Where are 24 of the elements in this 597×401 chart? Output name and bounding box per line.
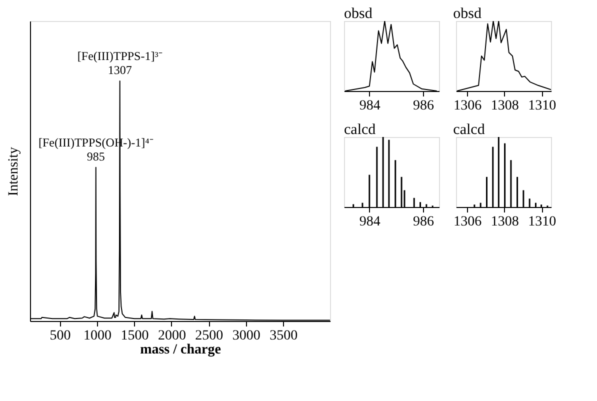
x-tick-label: 3500 bbox=[270, 328, 298, 344]
x-tick-label: 1306 bbox=[454, 214, 482, 230]
chart-title: obsd bbox=[453, 6, 482, 22]
x-tick-label: 984 bbox=[359, 98, 380, 114]
x-axis-title: mass / charge bbox=[140, 342, 221, 358]
x-tick-label: 1308 bbox=[490, 98, 519, 114]
x-tick-label: 2000 bbox=[158, 328, 186, 344]
x-tick-label: 3000 bbox=[232, 328, 260, 344]
x-tick-label: 1310 bbox=[528, 214, 556, 230]
x-tick-label: 500 bbox=[50, 328, 71, 344]
x-tick-label: 986 bbox=[412, 214, 434, 230]
chart-title: calcd bbox=[344, 122, 376, 138]
y-axis-title: Intensity bbox=[6, 147, 22, 196]
x-tick-label: 1000 bbox=[84, 328, 112, 344]
chart-title: obsd bbox=[344, 6, 373, 22]
x-tick-label: 2500 bbox=[195, 328, 224, 344]
chart-title: calcd bbox=[453, 122, 486, 138]
x-tick-label: 984 bbox=[359, 214, 380, 230]
x-tick-label: 986 bbox=[412, 98, 434, 114]
x-tick-label: 1500 bbox=[120, 328, 149, 344]
x-tick-label: 1308 bbox=[490, 214, 519, 230]
x-tick-label: 1306 bbox=[454, 98, 482, 114]
x-tick-label: 1310 bbox=[528, 98, 556, 114]
annotation: [Fe(III)TPPS-1]³⁻ 1307 bbox=[77, 49, 162, 77]
